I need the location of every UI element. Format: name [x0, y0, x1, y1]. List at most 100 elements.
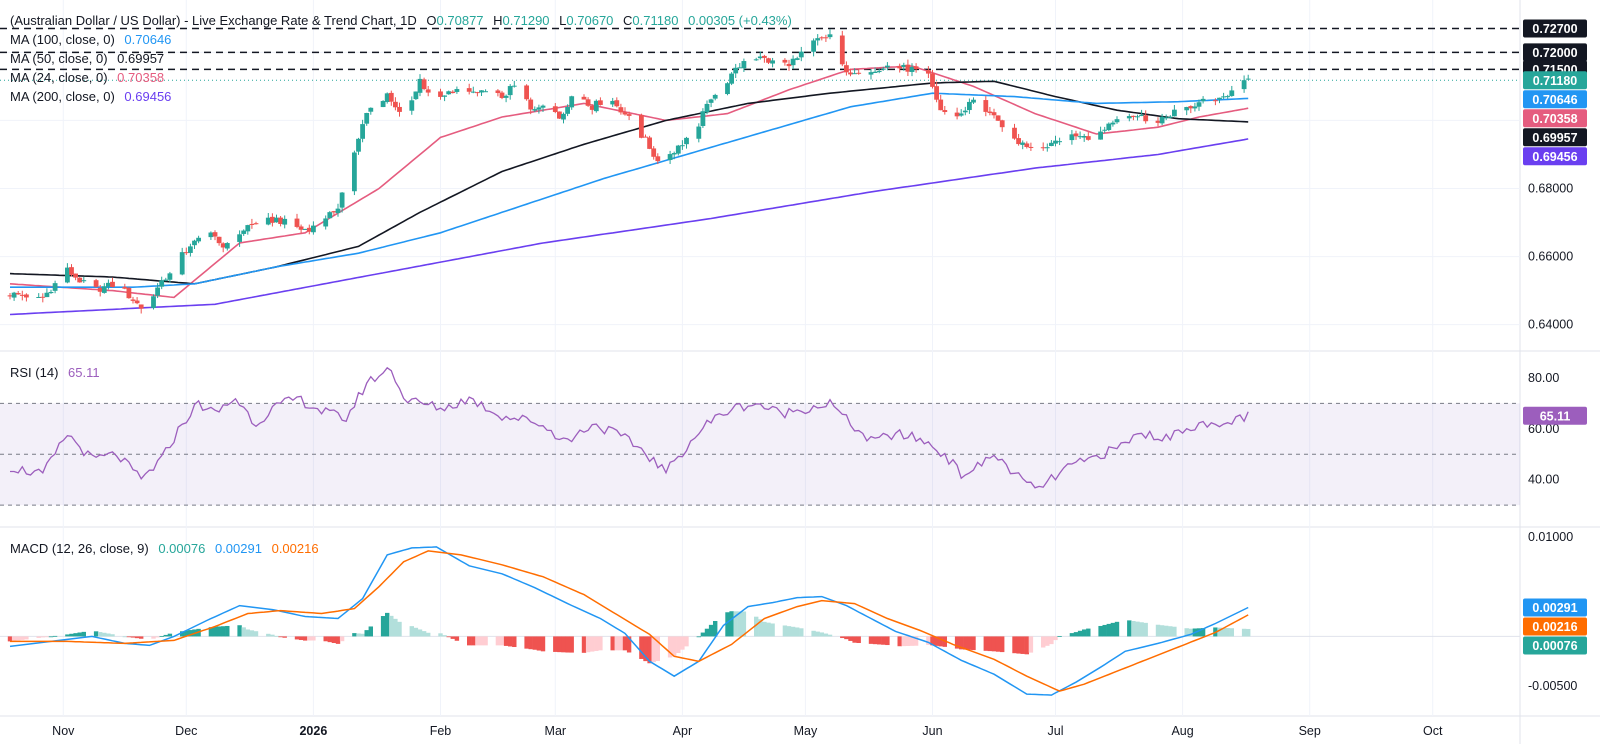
- macd-hist-bar: [438, 633, 443, 637]
- ma24-legend: MA (24, close, 0) 0.70358: [10, 70, 164, 85]
- macd-hist-bar: [1200, 628, 1206, 637]
- candle: [930, 69, 935, 89]
- macd-hist-bar: [1217, 627, 1222, 637]
- candle-body: [909, 66, 915, 72]
- macd-hist-bar: [98, 632, 103, 637]
- macd-hist-bar: [184, 630, 189, 637]
- time-label-2: 2026: [299, 724, 327, 738]
- candle: [1139, 109, 1144, 117]
- macd-hist-bar: [389, 615, 394, 637]
- candle-body: [479, 90, 484, 93]
- candle-body: [1110, 122, 1116, 125]
- candle: [680, 140, 685, 150]
- macd-hist-bar: [1049, 636, 1054, 645]
- candle: [954, 107, 960, 120]
- macd-last-tag-0-text: 0.00291: [1532, 601, 1577, 615]
- macd-hist-bar: [680, 636, 685, 650]
- macd-hist-bar: [225, 625, 230, 637]
- candle-body: [438, 91, 443, 97]
- candle-body: [880, 68, 886, 70]
- price-last-tag-2: 0.70358: [1523, 109, 1587, 128]
- candle: [192, 239, 197, 250]
- candle: [983, 96, 989, 117]
- candle-body: [249, 223, 255, 225]
- candle-body: [655, 156, 661, 162]
- ma50-legend-value: 0.69957: [117, 51, 164, 66]
- candle: [311, 221, 316, 235]
- candle-body: [983, 100, 989, 112]
- candle: [675, 144, 681, 156]
- macd-last-tag-1: 0.00216: [1523, 617, 1587, 636]
- candle-body: [1184, 106, 1190, 111]
- macd-hist-bar: [216, 626, 222, 637]
- macd-hist-bar: [155, 636, 160, 638]
- candle-body: [897, 66, 903, 69]
- candle-body: [782, 59, 788, 63]
- candle: [97, 284, 103, 297]
- macd-hist-bar: [421, 631, 427, 637]
- macd-last-tag-1-bg: [1523, 617, 1587, 636]
- macd-hist-bar: [311, 636, 316, 641]
- candle-body: [876, 71, 882, 73]
- candle-body: [848, 72, 853, 75]
- macd-hist-bar: [1110, 622, 1116, 637]
- macd-hist-bar: [811, 630, 816, 637]
- candle-body: [930, 73, 935, 87]
- macd-hist-bar: [163, 634, 168, 637]
- candle-body: [700, 111, 706, 126]
- chart-title: (Australian Dollar / US Dollar) - Live E…: [10, 13, 792, 28]
- candle: [507, 84, 513, 100]
- candle: [1217, 97, 1222, 104]
- macd-hist-bar: [1164, 625, 1169, 637]
- candle: [532, 106, 538, 113]
- candle-body: [839, 35, 845, 65]
- macd-hist-bar: [885, 636, 890, 646]
- candle-body: [1024, 143, 1030, 148]
- macd-hist-bar: [1172, 626, 1177, 637]
- candle: [704, 100, 710, 115]
- candle: [967, 98, 972, 114]
- candle-body: [725, 83, 730, 95]
- candle-body: [762, 55, 767, 58]
- candle: [1057, 137, 1062, 146]
- macd-hist-bar: [819, 632, 824, 637]
- ma-line-3: [9, 138, 1249, 316]
- candle: [495, 89, 501, 97]
- candle: [1229, 85, 1235, 97]
- candle: [995, 115, 1001, 122]
- candle: [987, 107, 993, 116]
- candle-body: [790, 58, 796, 66]
- candle-body: [499, 92, 505, 98]
- candle-body: [417, 78, 423, 93]
- macd-hist-bar: [590, 636, 595, 652]
- candle: [69, 264, 74, 277]
- candle: [901, 62, 907, 71]
- macd-legend-hist-value: 0.00076: [158, 541, 205, 556]
- ma200-legend-value: 0.69456: [124, 89, 171, 104]
- candle: [335, 203, 341, 217]
- candles: [7, 29, 1251, 314]
- candle-body: [11, 292, 17, 298]
- time-label-0: Nov: [52, 724, 75, 738]
- candle-body: [335, 208, 341, 214]
- candle: [589, 104, 595, 115]
- candle: [163, 277, 169, 282]
- candle: [265, 213, 271, 226]
- macd-hist-bar: [905, 636, 911, 646]
- candle: [278, 215, 283, 227]
- candle-body: [1172, 109, 1177, 117]
- macd-last-tag-1-text: 0.00216: [1532, 620, 1577, 634]
- macd-hist-bar: [667, 636, 673, 658]
- rsi-legend-label: RSI (14): [10, 365, 58, 380]
- candle-body: [179, 252, 185, 275]
- candle: [106, 279, 111, 290]
- macd-hist-bar: [221, 626, 226, 637]
- candle-body: [360, 124, 365, 139]
- candle-body: [1221, 96, 1226, 98]
- candle: [1044, 143, 1050, 152]
- macd-hist-bar: [1077, 630, 1083, 637]
- macd-hist-bar: [77, 632, 82, 637]
- candle: [913, 63, 919, 73]
- macd-hist-bar: [1028, 636, 1034, 653]
- candle-body: [265, 217, 271, 225]
